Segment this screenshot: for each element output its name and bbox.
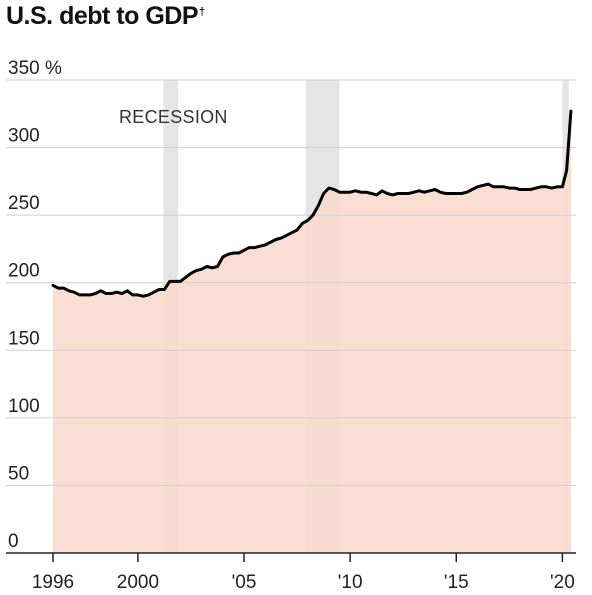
y-tick-label-100: 100 — [8, 396, 40, 417]
x-tick-label-2010: '10 — [338, 572, 363, 593]
line-layer — [51, 109, 573, 298]
y-tick-label-350: 350 % — [8, 58, 62, 79]
recession-label: RECESSION — [119, 107, 228, 127]
y-tick-label-50: 50 — [8, 463, 29, 484]
axes — [6, 552, 576, 562]
gridlines — [6, 79, 576, 486]
area-layer — [53, 111, 571, 553]
x-tick-label-2015: '15 — [444, 572, 469, 593]
y-tick-label-250: 250 — [8, 193, 40, 214]
debt-line — [51, 109, 573, 298]
x-tick-label-2000: 2000 — [117, 572, 159, 593]
title-footnote-mark: † — [199, 5, 205, 18]
x-tick-label-2020: '20 — [550, 572, 575, 593]
y-tick-label-0: 0 — [8, 531, 19, 552]
axis-labels: 0 50 100 150 200 250 300 350 % 1996 2000 '05 '10 '15… — [8, 58, 575, 593]
y-tick-label-300: 300 — [8, 126, 40, 147]
y-tick-label-200: 200 — [8, 261, 40, 282]
chart-title: U.S. debt to GDP† — [6, 2, 205, 31]
y-tick-label-150: 150 — [8, 328, 40, 349]
x-tick-label-2005: '05 — [232, 572, 257, 593]
x-tick-label-1996: 1996 — [32, 572, 74, 593]
debt-area-fill — [53, 111, 571, 553]
chart-title-text: U.S. debt to GDP — [6, 2, 199, 30]
